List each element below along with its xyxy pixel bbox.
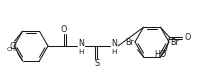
Text: O: O (184, 33, 191, 42)
Text: HO: HO (154, 50, 167, 59)
Text: N: N (111, 39, 117, 47)
Text: Br: Br (125, 38, 134, 47)
Text: N: N (78, 39, 84, 47)
Text: O: O (61, 24, 67, 34)
Text: CH₃: CH₃ (7, 47, 18, 52)
Text: H: H (78, 49, 84, 55)
Text: H: H (111, 49, 117, 55)
Text: Br: Br (170, 38, 179, 47)
Text: S: S (94, 60, 100, 68)
Text: Cl: Cl (10, 42, 17, 51)
